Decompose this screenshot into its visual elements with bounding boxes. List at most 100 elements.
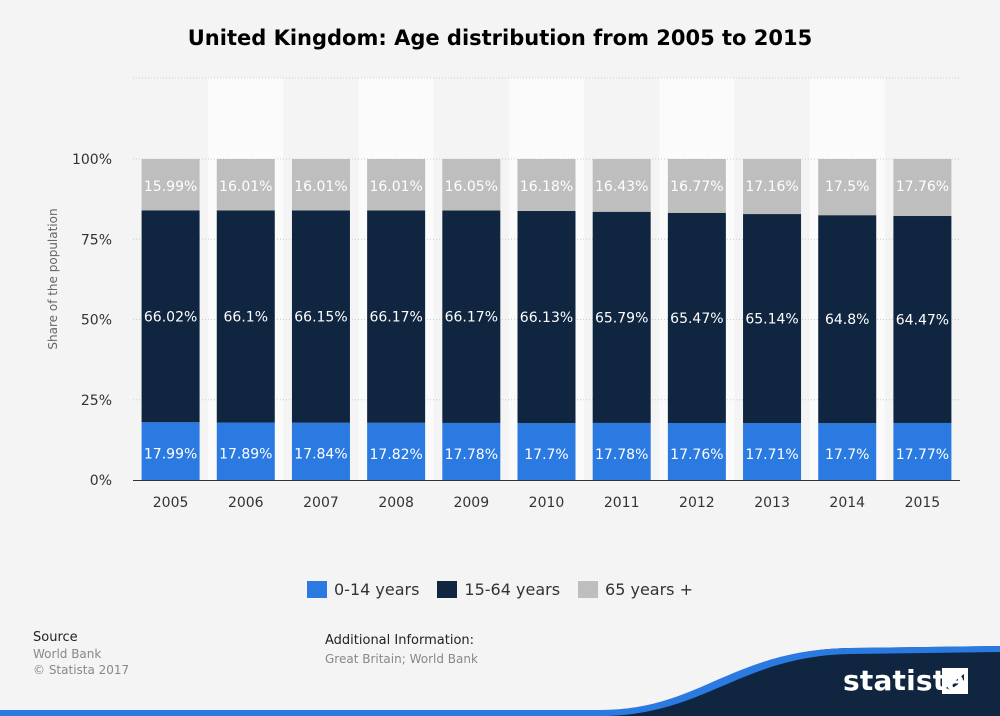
bar-segment[interactable] (743, 214, 802, 424)
data-label: 17.7% (825, 447, 869, 463)
data-label: 66.02% (144, 309, 197, 325)
bar-segment[interactable] (592, 422, 651, 480)
bar-segment[interactable] (517, 423, 576, 480)
data-label: 17.89% (219, 447, 272, 463)
additional-info-heading: Additional Information: (325, 633, 475, 648)
x-tick-label: 2005 (153, 495, 189, 511)
additional-info-text: Great Britain; World Bank (325, 652, 478, 666)
data-label: 17.78% (595, 447, 648, 463)
bar-segment[interactable] (893, 422, 952, 480)
data-label: 17.76% (896, 179, 949, 195)
data-label: 66.1% (224, 309, 268, 325)
legend-label: 15-64 years (464, 580, 561, 599)
bar-segment[interactable] (141, 159, 200, 211)
bar-segment[interactable] (667, 422, 726, 480)
chart-title: United Kingdom: Age distribution from 20… (187, 26, 813, 50)
bar-segment[interactable] (216, 159, 275, 211)
bar-segment[interactable] (216, 210, 275, 423)
x-tick-label: 2013 (754, 495, 790, 511)
statista-logo-icon (942, 668, 968, 694)
bar-segment[interactable] (818, 159, 877, 216)
data-label: 17.99% (144, 446, 197, 462)
bar-segment[interactable] (743, 423, 802, 480)
data-label: 17.77% (896, 447, 949, 463)
bar-segment[interactable] (667, 159, 726, 213)
x-tick-label: 2015 (905, 495, 941, 511)
bar-segment[interactable] (216, 422, 275, 480)
data-label: 16.43% (595, 179, 648, 195)
y-tick-label: 75% (81, 232, 112, 248)
statista-logo[interactable]: statista (843, 664, 966, 697)
legend-item-65-plus[interactable]: 65 years + (578, 580, 693, 599)
stacked-bar-chart: 0% 25% 50% 75% 100% Share of the population 17… (46, 77, 960, 511)
data-label: 17.82% (369, 447, 422, 463)
bar-segment[interactable] (442, 159, 501, 211)
data-label: 16.18% (520, 179, 573, 195)
legend-swatch (578, 581, 599, 598)
legend-label: 0-14 years (333, 580, 420, 599)
bar-segment[interactable] (291, 159, 350, 211)
x-tick-label: 2008 (378, 495, 414, 511)
bar-segment[interactable] (517, 158, 576, 211)
data-label: 65.47% (670, 311, 723, 327)
copyright: © Statista 2017 (33, 663, 130, 677)
bar-segment[interactable] (592, 211, 651, 423)
y-tick-label: 50% (81, 313, 112, 329)
data-label: 16.01% (219, 179, 272, 195)
bar-segment[interactable] (818, 215, 877, 424)
data-label: 65.79% (595, 310, 648, 326)
x-tick-label: 2014 (829, 495, 865, 511)
data-label: 64.47% (896, 312, 949, 328)
bar-segment[interactable] (442, 422, 501, 480)
bar-segment[interactable] (442, 210, 501, 423)
data-label: 66.17% (445, 310, 498, 326)
footer-wave (0, 646, 1000, 716)
bar-segment[interactable] (592, 159, 651, 212)
bar-segment[interactable] (367, 159, 426, 211)
source-name[interactable]: World Bank (33, 647, 102, 661)
bar-segment[interactable] (818, 423, 877, 480)
bar-segment[interactable] (291, 210, 350, 423)
legend-item-0-14[interactable]: 0-14 years (306, 580, 420, 599)
x-tick-label: 2011 (604, 495, 640, 511)
bar-segment[interactable] (517, 210, 576, 424)
legend-item-15-64[interactable]: 15-64 years (437, 580, 560, 599)
legend-swatch (306, 581, 327, 598)
bar-segment[interactable] (367, 422, 426, 480)
y-tick-label: 25% (81, 393, 112, 409)
y-tick-label: 0% (90, 473, 112, 489)
bar-segment[interactable] (367, 210, 426, 423)
data-label: 65.14% (745, 312, 798, 328)
bar-segment[interactable] (291, 422, 350, 480)
data-label: 17.5% (825, 179, 869, 195)
data-label: 16.77% (670, 179, 723, 195)
bar-segment[interactable] (667, 212, 726, 423)
data-label: 17.78% (445, 447, 498, 463)
data-label: 16.01% (294, 179, 347, 195)
legend-label: 65 years + (605, 580, 693, 599)
source-heading: Source (33, 630, 78, 645)
x-tick-label: 2012 (679, 495, 715, 511)
data-label: 66.13% (520, 310, 573, 326)
data-label: 15.99% (144, 179, 197, 195)
data-label: 16.05% (445, 179, 498, 195)
data-label: 64.8% (825, 312, 869, 328)
data-label: 16.01% (369, 179, 422, 195)
bar-segment[interactable] (141, 210, 200, 423)
legend-swatch (437, 581, 458, 598)
x-tick-label: 2009 (453, 495, 489, 511)
data-label: 17.16% (745, 179, 798, 195)
data-label: 17.76% (670, 447, 723, 463)
data-label: 17.71% (745, 447, 798, 463)
bar-segment[interactable] (893, 159, 952, 217)
additional-info-block: Additional Information: Great Britain; W… (325, 632, 478, 668)
bar-segment[interactable] (743, 158, 802, 215)
bar-segment[interactable] (893, 216, 952, 423)
x-tick-label: 2007 (303, 495, 339, 511)
chart-legend: 0-14 years 15-64 years 65 years + (0, 580, 1000, 599)
source-block: Source World Bank © Statista 2017 (33, 630, 129, 678)
data-label: 66.15% (294, 310, 347, 326)
bar-segment[interactable] (141, 422, 200, 480)
data-label: 17.84% (294, 447, 347, 463)
data-label: 66.17% (369, 310, 422, 326)
